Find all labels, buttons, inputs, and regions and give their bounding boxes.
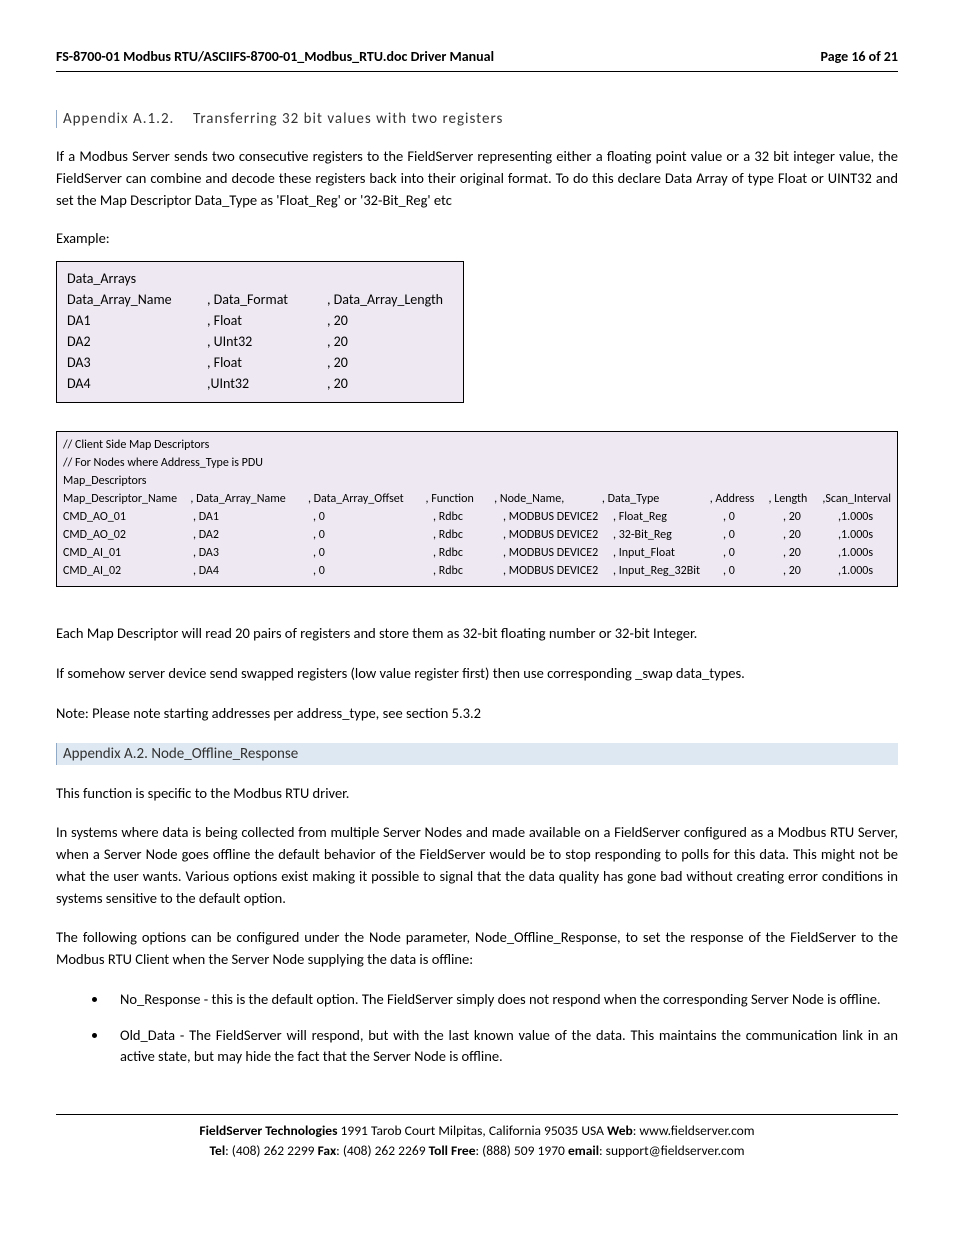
table-row: CMD_AI_01, DA3, 0, Rdbc, MODBUS DEVICE2,… xyxy=(63,544,891,562)
options-list: No_Response - this is the default option… xyxy=(56,989,898,1068)
table-title: Data_Arrays xyxy=(67,268,453,289)
data-arrays-table: Data_Arrays Data_Array_Name , Data_Forma… xyxy=(56,261,464,403)
example-label: Example: xyxy=(56,229,898,247)
comment-line: // Client Side Map Descriptors xyxy=(63,436,891,454)
map-descriptors-table: // Client Side Map Descriptors // For No… xyxy=(56,431,898,587)
table-row: DA2, UInt32, 20 xyxy=(67,331,453,352)
section-title: Transferring 32 bit values with two regi… xyxy=(193,110,503,128)
table-header-row: Data_Array_Name , Data_Format , Data_Arr… xyxy=(67,289,453,310)
paragraph: This function is specific to the Modbus … xyxy=(56,783,898,805)
footer-separator xyxy=(56,1114,898,1121)
table-row: CMD_AO_02, DA2, 0, Rdbc, MODBUS DEVICE2,… xyxy=(63,526,891,544)
table-row: DA4,UInt32, 20 xyxy=(67,373,453,394)
footer-line-1: FieldServer Technologies 1991 Tarob Cour… xyxy=(56,1121,898,1141)
comment-line: // For Nodes where Address_Type is PDU xyxy=(63,454,891,472)
list-item: Old_Data - The FieldServer will respond,… xyxy=(108,1025,898,1069)
footer-line-2: Tel: (408) 262 2299 Fax: (408) 262 2269 … xyxy=(56,1141,898,1161)
section-number: Appendix A.1.2. xyxy=(63,110,193,128)
document-page: FS-8700-01 Modbus RTU/ASCIIFS-8700-01_Mo… xyxy=(0,0,954,1202)
table-row: DA3, Float, 20 xyxy=(67,352,453,373)
table-row: CMD_AI_02, DA4, 0, Rdbc, MODBUS DEVICE2,… xyxy=(63,562,891,580)
paragraph: If a Modbus Server sends two consecutive… xyxy=(56,146,898,211)
note-paragraph: Note: Please note starting addresses per… xyxy=(56,703,898,725)
table-title: Map_Descriptors xyxy=(63,472,891,490)
page-number: Page 16 of 21 xyxy=(821,48,898,65)
doc-title: FS-8700-01 Modbus RTU/ASCIIFS-8700-01_Mo… xyxy=(56,48,494,65)
table-row: CMD_AO_01, DA1, 0, Rdbc, MODBUS DEVICE2,… xyxy=(63,508,891,526)
paragraph: In systems where data is being collected… xyxy=(56,822,898,909)
section-heading-a12: Appendix A.1.2. Transferring 32 bit valu… xyxy=(56,110,898,128)
table-row: DA1, Float, 20 xyxy=(67,310,453,331)
table-header-row: Map_Descriptor_Name , Data_Array_Name , … xyxy=(63,490,891,508)
paragraph: Each Map Descriptor will read 20 pairs o… xyxy=(56,623,898,645)
paragraph: If somehow server device send swapped re… xyxy=(56,663,898,685)
page-footer: FieldServer Technologies 1991 Tarob Cour… xyxy=(56,1121,898,1162)
page-header: FS-8700-01 Modbus RTU/ASCIIFS-8700-01_Mo… xyxy=(56,48,898,72)
section-heading-a2: Appendix A.2. Node_Offline_Response xyxy=(56,743,898,765)
list-item: No_Response - this is the default option… xyxy=(108,989,898,1011)
paragraph: The following options can be configured … xyxy=(56,927,898,971)
